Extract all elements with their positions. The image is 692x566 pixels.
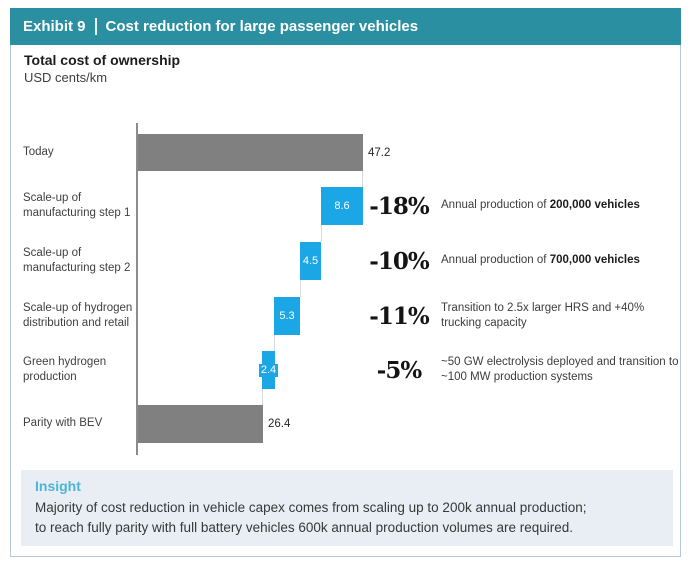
insight-text: Majority of cost reduction in vehicle ca… — [35, 498, 659, 539]
note-h2-distribution: Transition to 2.5x larger HRS and +40% t… — [441, 301, 645, 329]
note-mfg-step-1: Annual production of 200,000 vehicles — [441, 187, 692, 225]
exhibit-number: Exhibit 9 — [23, 18, 86, 35]
value-today: 47.2 — [368, 146, 391, 159]
exhibit-header: Exhibit 9 Cost reduction for large passe… — [10, 8, 681, 45]
value-mfg-step-2: 4.5 — [300, 254, 321, 268]
note-bold-text: 200,000 vehicles — [549, 199, 640, 212]
note-mfg-step-2: Annual production of 700,000 vehicles — [441, 242, 692, 280]
category-label-h2-distribution: Scale-up of hydrogen distribution and re… — [23, 301, 133, 329]
connector-line — [362, 171, 363, 187]
category-label-parity-bev: Parity with BEV — [23, 417, 103, 430]
insight-line-1: Majority of cost reduction in vehicle ca… — [35, 500, 587, 515]
connector-line — [274, 335, 275, 351]
value-h2-distribution: 5.3 — [277, 309, 297, 323]
category-label-mfg-step-1: Scale-up of manufacturing step 1 — [23, 191, 131, 219]
connector-line — [262, 389, 263, 405]
insight-label: Insight — [35, 478, 81, 494]
bar-today — [138, 134, 363, 171]
note-green-h2: ~50 GW electrolysis deployed and transit… — [441, 355, 679, 383]
category-label-green-h2: Green hydrogen production — [23, 355, 107, 383]
connector-line — [300, 280, 301, 297]
connector-line — [321, 225, 322, 242]
note-bold-text: 700,000 vehicles — [549, 254, 640, 267]
category-label-mfg-step-2: Scale-up of manufacturing step 2 — [23, 246, 131, 274]
value-mfg-step-1: 8.6 — [332, 199, 352, 213]
pct-mfg-step-1: -18% — [369, 192, 429, 220]
bar-h2-distribution: 5.3 — [274, 297, 300, 335]
category-label-today: Today — [23, 145, 54, 158]
bar-parity-bev — [138, 405, 263, 443]
bar-green-h2: 2.4 — [258, 351, 279, 389]
insight-line-2: to reach fully parity with full battery … — [35, 520, 574, 536]
pct-green-h2: -5% — [376, 356, 422, 384]
insight-box: Insight Majority of cost reduction in ve… — [21, 470, 673, 546]
value-parity-bev: 26.4 — [268, 418, 291, 430]
chart-axis-line — [136, 123, 138, 455]
exhibit-title: Cost reduction for large passenger vehic… — [105, 18, 419, 35]
pct-h2-distribution: -11% — [369, 302, 429, 330]
value-green-h2: 2.4 — [258, 363, 279, 377]
note-text: Annual production of — [441, 199, 550, 212]
pct-mfg-step-2: -10% — [369, 247, 429, 275]
note-text: Annual production of — [441, 254, 550, 267]
chart-unit-label: USD cents/km — [24, 70, 108, 85]
bar-mfg-step-2: 4.5 — [300, 242, 321, 280]
exhibit-body: Total cost of ownership USD cents/km Tod… — [10, 45, 681, 557]
chart-title: Total cost of ownership — [24, 52, 181, 68]
header-divider — [94, 18, 97, 35]
bar-mfg-step-1: 8.6 — [321, 187, 363, 225]
